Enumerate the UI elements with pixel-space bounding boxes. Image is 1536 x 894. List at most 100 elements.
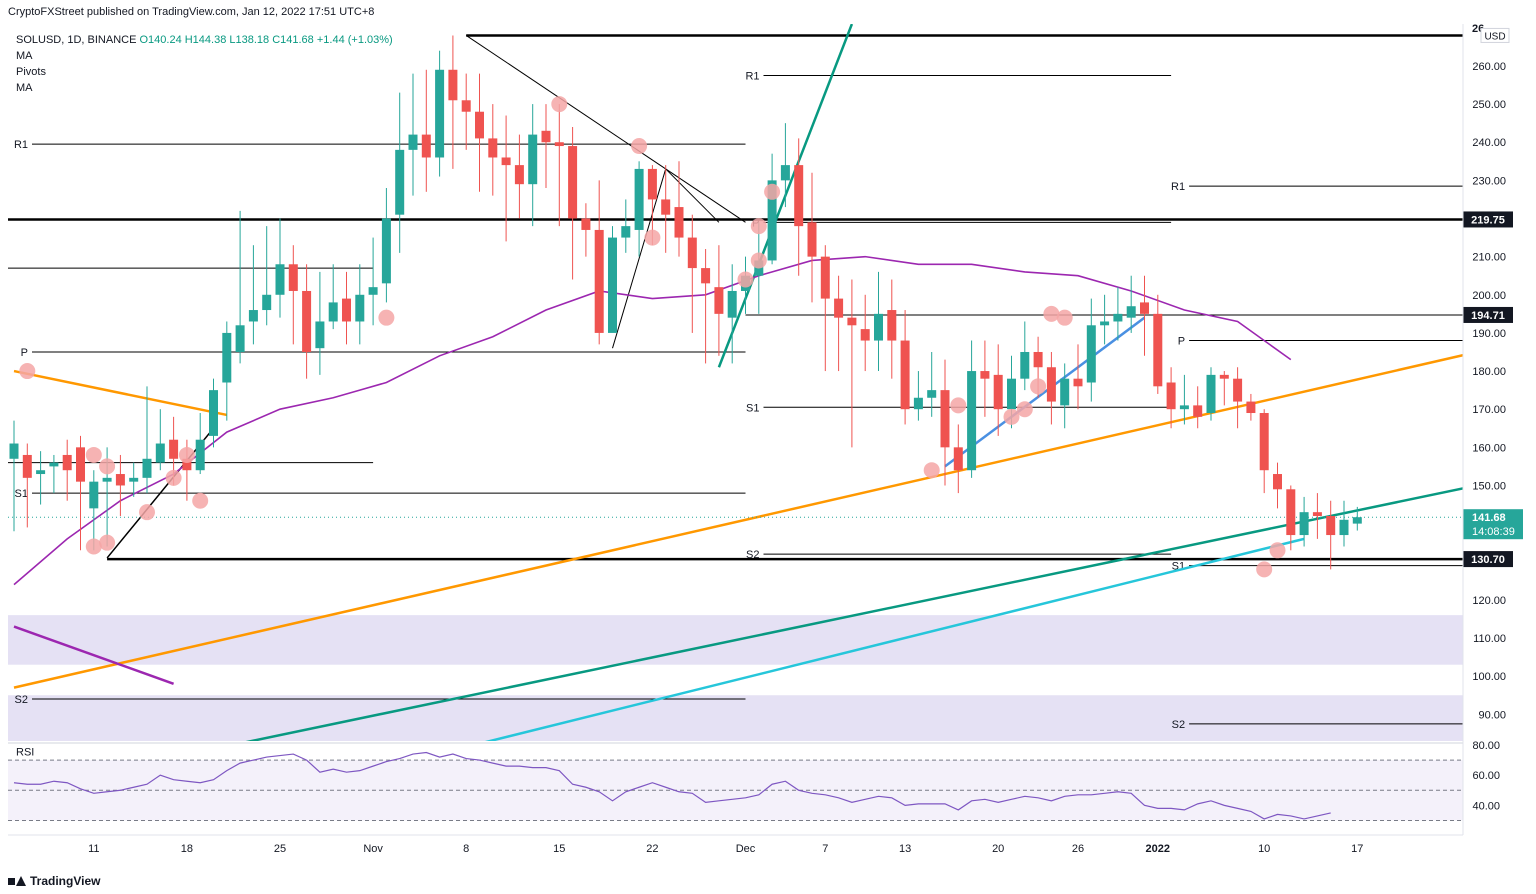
time-tick-11: 26 bbox=[1072, 843, 1084, 855]
candle-83 bbox=[1113, 313, 1123, 322]
candle-3 bbox=[49, 462, 59, 467]
candle-12 bbox=[169, 439, 179, 459]
indicator-ma-2[interactable]: MA bbox=[16, 82, 33, 94]
candle-20 bbox=[275, 264, 285, 295]
tradingview-logo-icon bbox=[8, 876, 26, 886]
pivot-marker-19 bbox=[1003, 408, 1020, 425]
pivot-marker-0 bbox=[19, 363, 36, 380]
indicator-pivots[interactable]: Pivots bbox=[16, 66, 46, 78]
candle-66 bbox=[887, 310, 897, 341]
price-tick-17: 260.00 bbox=[1472, 61, 1506, 73]
candle-49 bbox=[661, 199, 671, 215]
pivot-marker-16 bbox=[764, 183, 781, 200]
candle-86 bbox=[1153, 313, 1163, 387]
candle-73 bbox=[980, 371, 990, 379]
price-tick-3: 120.00 bbox=[1472, 595, 1506, 607]
candle-74 bbox=[993, 374, 1003, 410]
candle-10 bbox=[142, 458, 152, 478]
time-tick-6: 22 bbox=[646, 843, 658, 855]
candle-78 bbox=[1046, 367, 1056, 402]
candle-7 bbox=[102, 477, 112, 482]
pivot-marker-25 bbox=[1269, 542, 1286, 559]
price-tick-8: 170.00 bbox=[1472, 404, 1506, 416]
price-tick-1: 100.00 bbox=[1472, 671, 1506, 683]
candle-88 bbox=[1179, 405, 1189, 410]
pivot-label-8: R1 bbox=[1171, 181, 1185, 193]
candle-95 bbox=[1273, 474, 1282, 490]
current-price-box bbox=[1463, 509, 1523, 540]
candle-65 bbox=[874, 313, 883, 341]
pivot-marker-9 bbox=[378, 309, 395, 326]
candle-92 bbox=[1233, 378, 1243, 402]
pivot-marker-14 bbox=[750, 252, 767, 269]
blue-trendline bbox=[944, 316, 1146, 468]
symbol-label[interactable]: SOLUSD, 1D, BINANCE bbox=[16, 34, 137, 46]
pivot-marker-22 bbox=[1043, 305, 1060, 322]
time-tick-9: 13 bbox=[899, 843, 911, 855]
candle-62 bbox=[834, 298, 844, 318]
price-label-2: 130.70 bbox=[1471, 554, 1505, 566]
candle-29 bbox=[395, 149, 405, 215]
time-tick-1: 18 bbox=[181, 843, 193, 855]
candle-19 bbox=[262, 294, 272, 311]
current-price-label: 141.68 bbox=[1472, 512, 1506, 524]
candle-82 bbox=[1100, 321, 1110, 326]
candle-22 bbox=[302, 290, 312, 352]
candle-98 bbox=[1312, 512, 1322, 516]
tradingview-footer[interactable]: TradingView bbox=[8, 874, 100, 888]
pivot-marker-4 bbox=[99, 534, 116, 551]
candle-27 bbox=[368, 287, 378, 295]
candle-58 bbox=[780, 165, 790, 181]
candle-9 bbox=[129, 477, 139, 482]
time-tick-10: 20 bbox=[992, 843, 1004, 855]
candle-45 bbox=[608, 237, 617, 333]
candle-41 bbox=[554, 142, 564, 147]
candle-64 bbox=[860, 329, 870, 341]
pivot-label-4: R1 bbox=[745, 70, 759, 82]
price-tick-7: 160.00 bbox=[1472, 442, 1506, 454]
candle-52 bbox=[701, 268, 711, 284]
time-tick-4: 8 bbox=[463, 843, 469, 855]
pivot-marker-23 bbox=[1056, 309, 1073, 326]
candle-59 bbox=[794, 165, 804, 227]
candle-15 bbox=[209, 390, 218, 436]
time-tick-14: 17 bbox=[1351, 843, 1363, 855]
pivot-marker-24 bbox=[1256, 561, 1273, 578]
candle-51 bbox=[687, 237, 697, 269]
black-wedge-line-b bbox=[665, 168, 720, 223]
candle-25 bbox=[342, 298, 351, 322]
candle-87 bbox=[1166, 382, 1176, 410]
pivot-marker-1 bbox=[85, 446, 102, 463]
pivot-label-2: S1 bbox=[15, 488, 28, 500]
pivot-label-9: P bbox=[1178, 336, 1185, 348]
pivot-label-1: P bbox=[21, 347, 28, 359]
pivot-marker-3 bbox=[85, 538, 102, 555]
candle-79 bbox=[1060, 378, 1070, 406]
time-tick-0: 11 bbox=[88, 843, 99, 855]
pivot-marker-20 bbox=[1016, 401, 1033, 418]
chart-legend: SOLUSD, 1D, BINANCE O140.24 H144.38 L138… bbox=[16, 32, 393, 96]
candle-67 bbox=[900, 340, 910, 410]
main-pane: R1PS1S2R1PS1S2R1PS1S2 bbox=[8, 24, 1463, 741]
candle-42 bbox=[568, 146, 578, 219]
pivot-marker-17 bbox=[923, 462, 940, 479]
indicator-ma-1[interactable]: MA bbox=[16, 50, 33, 62]
candle-50 bbox=[674, 207, 684, 238]
candle-44 bbox=[594, 229, 604, 333]
price-tick-14: 230.00 bbox=[1472, 175, 1506, 187]
candle-75 bbox=[1007, 378, 1016, 410]
currency-label: USD bbox=[1484, 31, 1505, 42]
price-tick-0: 90.00 bbox=[1478, 709, 1506, 721]
candle-97 bbox=[1299, 512, 1309, 536]
candle-77 bbox=[1033, 351, 1043, 368]
pivot-marker-6 bbox=[165, 469, 182, 486]
candle-14 bbox=[195, 439, 205, 471]
candle-61 bbox=[820, 256, 830, 299]
pivot-marker-21 bbox=[1030, 378, 1047, 395]
candle-72 bbox=[967, 371, 977, 471]
orange-long-trendline bbox=[13, 353, 1463, 689]
candle-5 bbox=[76, 447, 85, 482]
time-tick-13: 10 bbox=[1258, 843, 1270, 855]
rsi-tick-2: 80.00 bbox=[1472, 740, 1500, 752]
